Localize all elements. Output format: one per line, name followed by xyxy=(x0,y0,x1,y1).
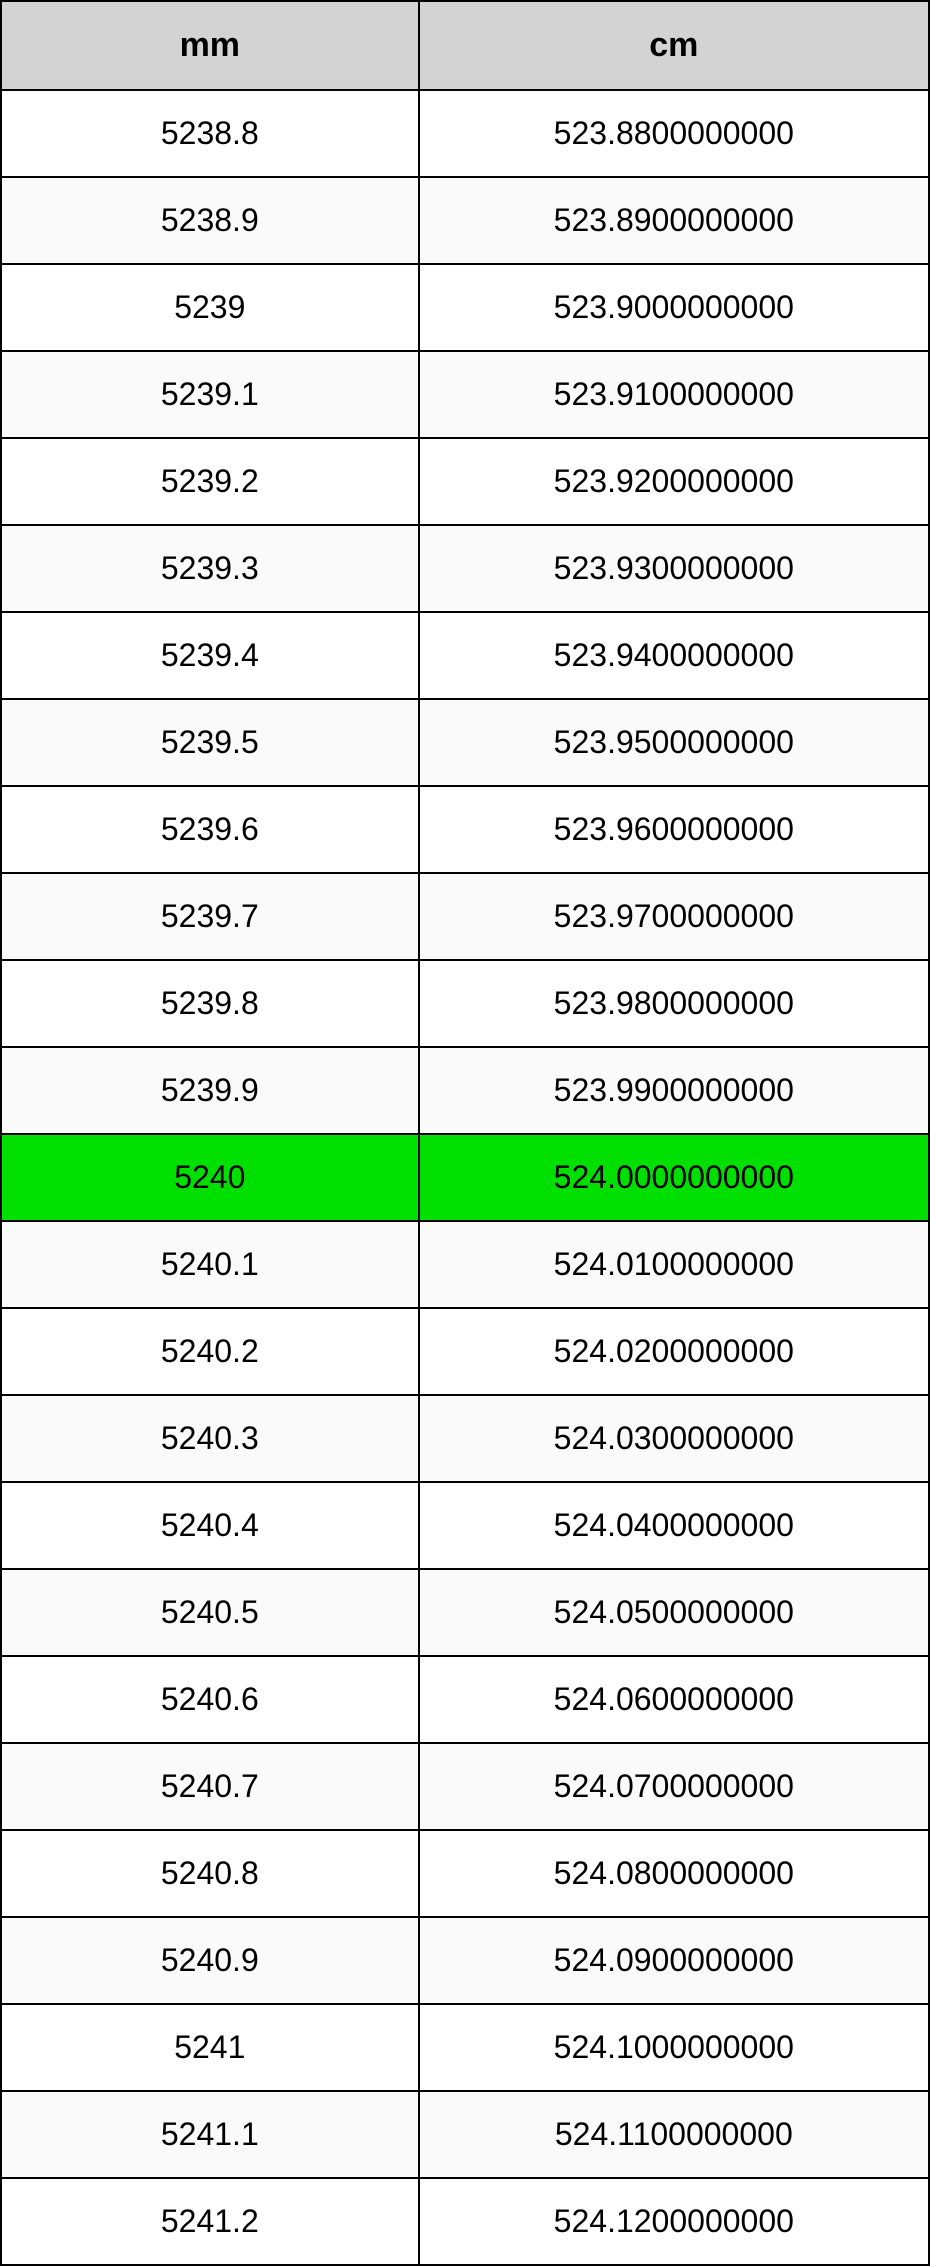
cell-mm: 5240.2 xyxy=(1,1308,419,1395)
table-row: 5239523.9000000000 xyxy=(1,264,929,351)
cell-mm: 5239.1 xyxy=(1,351,419,438)
table-row: 5238.9523.8900000000 xyxy=(1,177,929,264)
cell-mm: 5239.9 xyxy=(1,1047,419,1134)
table-row: 5239.4523.9400000000 xyxy=(1,612,929,699)
table-row: 5239.8523.9800000000 xyxy=(1,960,929,1047)
cell-cm: 524.0900000000 xyxy=(419,1917,929,2004)
cell-cm: 523.9800000000 xyxy=(419,960,929,1047)
cell-cm: 524.0200000000 xyxy=(419,1308,929,1395)
cell-cm: 524.0500000000 xyxy=(419,1569,929,1656)
table-row: 5240.3524.0300000000 xyxy=(1,1395,929,1482)
cell-cm: 524.1100000000 xyxy=(419,2091,929,2178)
header-mm: mm xyxy=(1,1,419,90)
cell-cm: 523.9100000000 xyxy=(419,351,929,438)
table-row: 5241.2524.1200000000 xyxy=(1,2178,929,2265)
conversion-table: mm cm 5238.8523.88000000005238.9523.8900… xyxy=(0,0,930,2266)
table-row: 5240.6524.0600000000 xyxy=(1,1656,929,1743)
cell-cm: 523.8900000000 xyxy=(419,177,929,264)
cell-cm: 524.0100000000 xyxy=(419,1221,929,1308)
cell-mm: 5240.3 xyxy=(1,1395,419,1482)
cell-mm: 5239.8 xyxy=(1,960,419,1047)
table-header-row: mm cm xyxy=(1,1,929,90)
cell-mm: 5240.5 xyxy=(1,1569,419,1656)
table-row: 5240.4524.0400000000 xyxy=(1,1482,929,1569)
cell-mm: 5240.7 xyxy=(1,1743,419,1830)
cell-mm: 5241 xyxy=(1,2004,419,2091)
cell-cm: 523.9600000000 xyxy=(419,786,929,873)
cell-cm: 524.1000000000 xyxy=(419,2004,929,2091)
cell-cm: 523.9500000000 xyxy=(419,699,929,786)
table-row: 5239.6523.9600000000 xyxy=(1,786,929,873)
cell-cm: 523.8800000000 xyxy=(419,90,929,177)
cell-mm: 5239 xyxy=(1,264,419,351)
table-row: 5241.1524.1100000000 xyxy=(1,2091,929,2178)
table-row: 5240.1524.0100000000 xyxy=(1,1221,929,1308)
cell-mm: 5238.9 xyxy=(1,177,419,264)
cell-cm: 524.0700000000 xyxy=(419,1743,929,1830)
table-row: 5240.9524.0900000000 xyxy=(1,1917,929,2004)
table-body: 5238.8523.88000000005238.9523.8900000000… xyxy=(1,90,929,2265)
cell-cm: 523.9300000000 xyxy=(419,525,929,612)
table-row: 5240.2524.0200000000 xyxy=(1,1308,929,1395)
cell-mm: 5241.2 xyxy=(1,2178,419,2265)
cell-mm: 5240.6 xyxy=(1,1656,419,1743)
cell-mm: 5238.8 xyxy=(1,90,419,177)
table-row: 5240524.0000000000 xyxy=(1,1134,929,1221)
cell-mm: 5239.7 xyxy=(1,873,419,960)
cell-mm: 5239.2 xyxy=(1,438,419,525)
table-row: 5239.7523.9700000000 xyxy=(1,873,929,960)
table-row: 5239.3523.9300000000 xyxy=(1,525,929,612)
table-row: 5239.9523.9900000000 xyxy=(1,1047,929,1134)
cell-cm: 523.9000000000 xyxy=(419,264,929,351)
table-row: 5238.8523.8800000000 xyxy=(1,90,929,177)
table-row: 5240.7524.0700000000 xyxy=(1,1743,929,1830)
cell-cm: 524.0400000000 xyxy=(419,1482,929,1569)
table-row: 5239.1523.9100000000 xyxy=(1,351,929,438)
header-cm: cm xyxy=(419,1,929,90)
cell-cm: 523.9200000000 xyxy=(419,438,929,525)
cell-mm: 5239.5 xyxy=(1,699,419,786)
table-row: 5239.2523.9200000000 xyxy=(1,438,929,525)
cell-cm: 523.9700000000 xyxy=(419,873,929,960)
table-row: 5240.8524.0800000000 xyxy=(1,1830,929,1917)
cell-cm: 524.0000000000 xyxy=(419,1134,929,1221)
table-row: 5240.5524.0500000000 xyxy=(1,1569,929,1656)
cell-cm: 524.0800000000 xyxy=(419,1830,929,1917)
cell-mm: 5240.1 xyxy=(1,1221,419,1308)
cell-cm: 523.9900000000 xyxy=(419,1047,929,1134)
cell-cm: 524.0300000000 xyxy=(419,1395,929,1482)
cell-mm: 5240.4 xyxy=(1,1482,419,1569)
table-row: 5241524.1000000000 xyxy=(1,2004,929,2091)
cell-mm: 5239.6 xyxy=(1,786,419,873)
cell-cm: 523.9400000000 xyxy=(419,612,929,699)
cell-cm: 524.0600000000 xyxy=(419,1656,929,1743)
cell-mm: 5240.9 xyxy=(1,1917,419,2004)
cell-cm: 524.1200000000 xyxy=(419,2178,929,2265)
table-row: 5239.5523.9500000000 xyxy=(1,699,929,786)
cell-mm: 5240.8 xyxy=(1,1830,419,1917)
cell-mm: 5240 xyxy=(1,1134,419,1221)
cell-mm: 5239.4 xyxy=(1,612,419,699)
cell-mm: 5239.3 xyxy=(1,525,419,612)
cell-mm: 5241.1 xyxy=(1,2091,419,2178)
